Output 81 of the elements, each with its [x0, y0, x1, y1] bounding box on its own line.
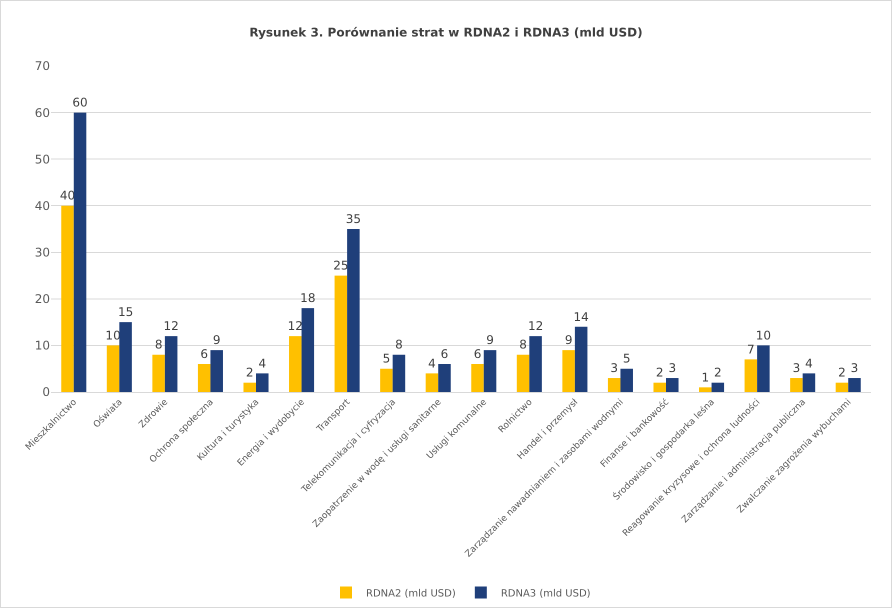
y-tick-label: 0	[42, 385, 50, 400]
bar	[699, 387, 712, 392]
legend-label: RDNA2 (mld USD)	[366, 588, 456, 600]
y-tick-label: 20	[34, 292, 50, 306]
bar	[620, 368, 633, 392]
bar	[836, 382, 848, 392]
data-label: 9	[486, 333, 494, 348]
data-label: 15	[118, 305, 134, 320]
data-label: 40	[60, 188, 76, 203]
y-tick-label: 40	[34, 198, 50, 213]
bar	[562, 350, 575, 392]
bar	[198, 364, 210, 392]
bar	[106, 345, 120, 392]
bar	[243, 382, 256, 392]
chart-title: Rysunek 3. Porównanie strat w RDNA2 i RDNA3 (mld USD)	[249, 26, 643, 40]
y-tick-label: 60	[34, 106, 50, 120]
bar	[392, 354, 406, 392]
bar	[484, 350, 496, 392]
bar	[712, 382, 724, 392]
bar	[790, 378, 803, 392]
bar	[757, 345, 770, 392]
data-label: 12	[164, 319, 179, 334]
data-label: 2	[656, 366, 664, 380]
data-label: 8	[395, 338, 403, 352]
bar	[164, 336, 178, 392]
bar	[802, 373, 816, 392]
y-tick-label: 50	[34, 152, 50, 166]
y-tick-label: 10	[34, 338, 50, 353]
data-label: 6	[440, 347, 448, 362]
data-label: 3	[610, 361, 618, 376]
data-label: 4	[258, 356, 266, 370]
data-label: 1	[701, 370, 710, 384]
data-label: 12	[528, 319, 544, 334]
data-label: 60	[72, 96, 88, 110]
legend-label: RDNA3 (mld USD)	[500, 588, 591, 600]
bar	[380, 368, 393, 392]
bar	[574, 326, 588, 392]
y-tick-label: 70	[34, 59, 50, 74]
data-label: 6	[474, 347, 482, 362]
data-label: 18	[300, 291, 316, 306]
data-label: 6	[200, 347, 208, 362]
bar	[210, 350, 223, 392]
bar	[61, 206, 74, 392]
bar	[256, 373, 269, 392]
bar	[529, 336, 542, 392]
data-label: 4	[805, 356, 813, 370]
data-label: 3	[850, 361, 858, 376]
bar	[653, 382, 666, 392]
data-label: 9	[212, 333, 221, 348]
bar	[334, 276, 348, 392]
bar	[74, 112, 86, 392]
data-label: 3	[792, 361, 800, 376]
y-tick-label: 30	[34, 245, 50, 260]
data-label: 2	[714, 366, 722, 380]
data-label: 10	[756, 328, 772, 342]
data-label: 8	[519, 338, 527, 352]
data-label: 5	[382, 352, 390, 366]
data-label: 7	[747, 342, 755, 356]
bar	[516, 354, 530, 392]
data-label: 3	[668, 361, 676, 376]
data-label: 8	[154, 338, 162, 352]
data-label: 2	[838, 366, 846, 380]
bar	[302, 308, 314, 392]
data-label: 14	[574, 310, 589, 324]
data-label: 2	[246, 366, 254, 380]
bar	[608, 378, 620, 392]
bar	[119, 322, 132, 392]
data-label: 35	[346, 212, 362, 226]
bar	[426, 373, 438, 392]
bar	[438, 364, 451, 392]
bar	[152, 354, 165, 392]
bar	[347, 229, 360, 392]
data-label: 10	[105, 328, 121, 342]
bar	[744, 359, 758, 392]
data-label: 5	[622, 352, 631, 366]
bar	[289, 336, 302, 392]
bar	[666, 378, 679, 392]
data-label: 4	[428, 356, 436, 370]
bar	[471, 364, 484, 392]
bar	[848, 378, 861, 392]
data-label: 9	[564, 333, 572, 348]
